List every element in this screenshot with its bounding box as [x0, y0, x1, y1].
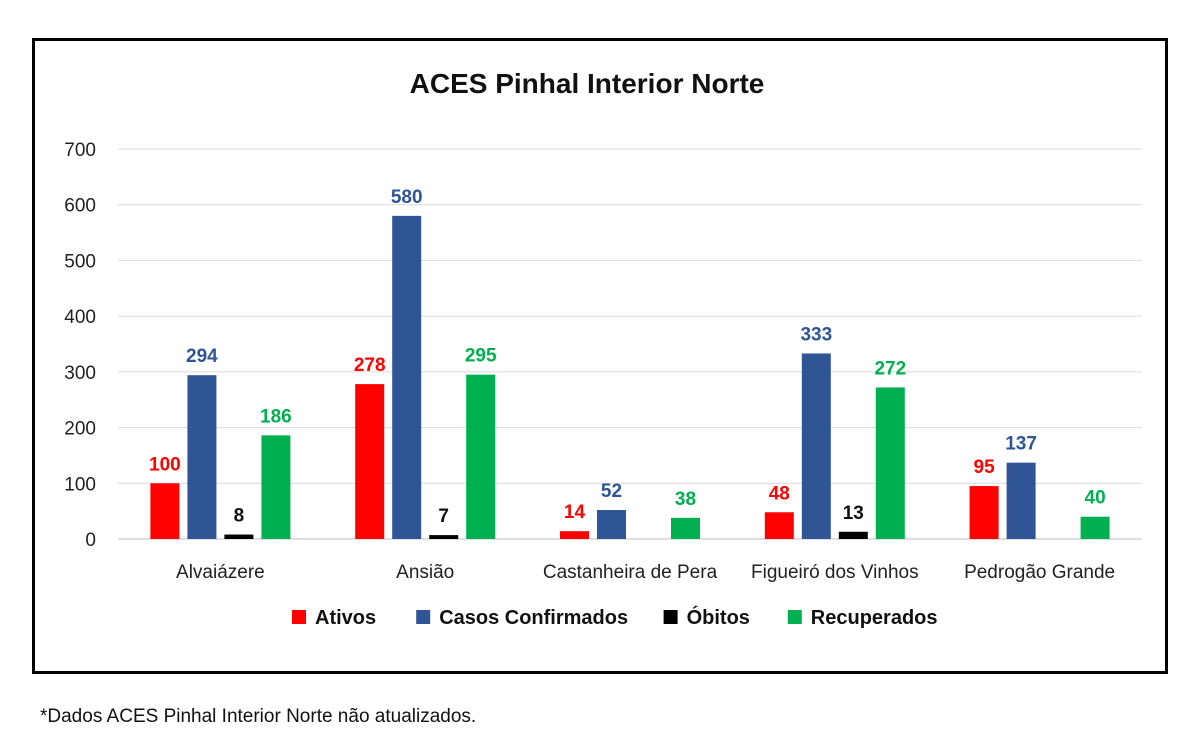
bar — [355, 384, 385, 539]
chart-title: ACES Pinhal Interior Norte — [410, 68, 765, 99]
data-label: 278 — [354, 355, 386, 376]
chart: ACES Pinhal Interior Norte 0 100 200 300 400 5… — [64, 68, 1142, 629]
legend-label: Casos Confirmados — [439, 607, 628, 629]
data-label: 14 — [564, 502, 586, 523]
bar — [392, 215, 422, 539]
footnote: *Dados ACES Pinhal Interior Norte não at… — [40, 706, 477, 727]
y-tick-label: 600 — [64, 196, 96, 217]
y-tick-label: 700 — [64, 140, 96, 161]
bar — [801, 353, 831, 539]
bar — [1006, 462, 1036, 539]
x-tick-label: Pedrogão Grande — [964, 562, 1115, 583]
x-tick-label: Castanheira de Pera — [543, 562, 718, 583]
legend-swatch — [416, 610, 431, 624]
bar — [261, 435, 291, 539]
bar — [429, 535, 459, 539]
bar — [466, 374, 496, 539]
legend-swatch — [292, 610, 306, 624]
bar — [764, 512, 794, 539]
y-tick-label: 100 — [64, 474, 96, 495]
y-tick-label: 400 — [64, 307, 96, 328]
data-label: 7 — [438, 506, 449, 527]
bar — [597, 510, 626, 539]
data-label: 294 — [186, 346, 218, 367]
legend-swatch — [663, 610, 678, 624]
data-label: 95 — [974, 457, 996, 478]
bar — [560, 531, 589, 539]
bar — [671, 517, 700, 539]
data-label: 295 — [465, 346, 497, 367]
x-tick-label: Alvaiázere — [176, 562, 265, 583]
y-tick-label: 200 — [64, 419, 96, 440]
bar — [875, 387, 905, 539]
legend-swatch — [787, 610, 802, 624]
data-label: 580 — [391, 187, 423, 208]
bar — [150, 483, 180, 539]
data-label: 137 — [1005, 434, 1037, 455]
chart-frame — [32, 38, 1168, 674]
data-label: 52 — [601, 481, 622, 502]
data-label: 333 — [800, 324, 832, 345]
y-tick-label: 500 — [64, 251, 96, 272]
bar — [1080, 516, 1110, 539]
data-label: 38 — [675, 489, 696, 510]
data-label: 13 — [843, 503, 864, 524]
y-tick-label: 300 — [64, 363, 96, 384]
data-label: 186 — [260, 406, 292, 427]
data-label: 48 — [769, 483, 790, 504]
bar — [187, 375, 217, 539]
x-tick-label: Figueiró dos Vinhos — [751, 562, 919, 583]
x-tick-label: Ansião — [396, 562, 454, 583]
bar — [838, 531, 868, 539]
data-label: 272 — [874, 358, 906, 379]
legend-label: Óbitos — [687, 605, 750, 629]
bar — [224, 534, 254, 539]
y-tick-label: 0 — [85, 530, 96, 551]
bar — [969, 486, 999, 539]
legend-label: Recuperados — [811, 607, 938, 629]
data-label: 40 — [1085, 488, 1106, 509]
data-label: 100 — [149, 454, 181, 475]
data-label: 8 — [234, 506, 245, 527]
legend-label: Ativos — [315, 607, 376, 629]
